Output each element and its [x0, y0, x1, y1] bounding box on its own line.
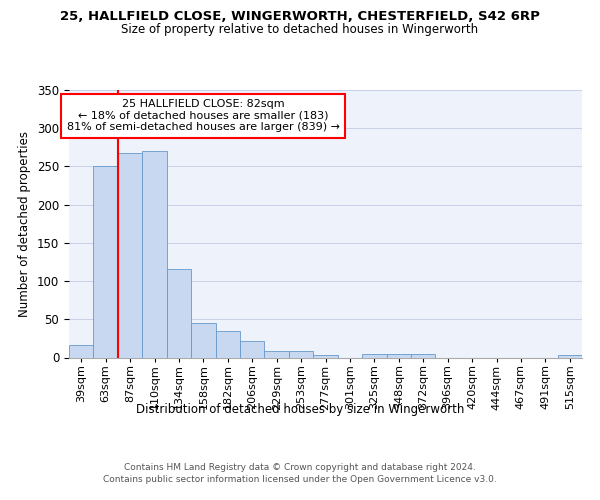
- Bar: [313, 355, 338, 358]
- Bar: [557, 355, 582, 358]
- Bar: [411, 354, 436, 358]
- Text: Contains HM Land Registry data © Crown copyright and database right 2024.: Contains HM Land Registry data © Crown c…: [124, 462, 476, 471]
- Bar: [118, 154, 142, 358]
- Bar: [265, 352, 289, 358]
- Bar: [215, 331, 240, 357]
- Bar: [240, 340, 265, 357]
- Bar: [289, 350, 313, 358]
- Text: 25, HALLFIELD CLOSE, WINGERWORTH, CHESTERFIELD, S42 6RP: 25, HALLFIELD CLOSE, WINGERWORTH, CHESTE…: [60, 10, 540, 23]
- Text: 25 HALLFIELD CLOSE: 82sqm
← 18% of detached houses are smaller (183)
81% of semi: 25 HALLFIELD CLOSE: 82sqm ← 18% of detac…: [67, 99, 340, 132]
- Text: Contains public sector information licensed under the Open Government Licence v3: Contains public sector information licen…: [103, 475, 497, 484]
- Bar: [362, 354, 386, 358]
- Bar: [142, 151, 167, 358]
- Text: Distribution of detached houses by size in Wingerworth: Distribution of detached houses by size …: [136, 402, 464, 415]
- Bar: [94, 166, 118, 358]
- Y-axis label: Number of detached properties: Number of detached properties: [19, 130, 31, 317]
- Text: Size of property relative to detached houses in Wingerworth: Size of property relative to detached ho…: [121, 22, 479, 36]
- Bar: [69, 346, 94, 358]
- Bar: [191, 323, 215, 358]
- Bar: [386, 354, 411, 358]
- Bar: [167, 269, 191, 358]
